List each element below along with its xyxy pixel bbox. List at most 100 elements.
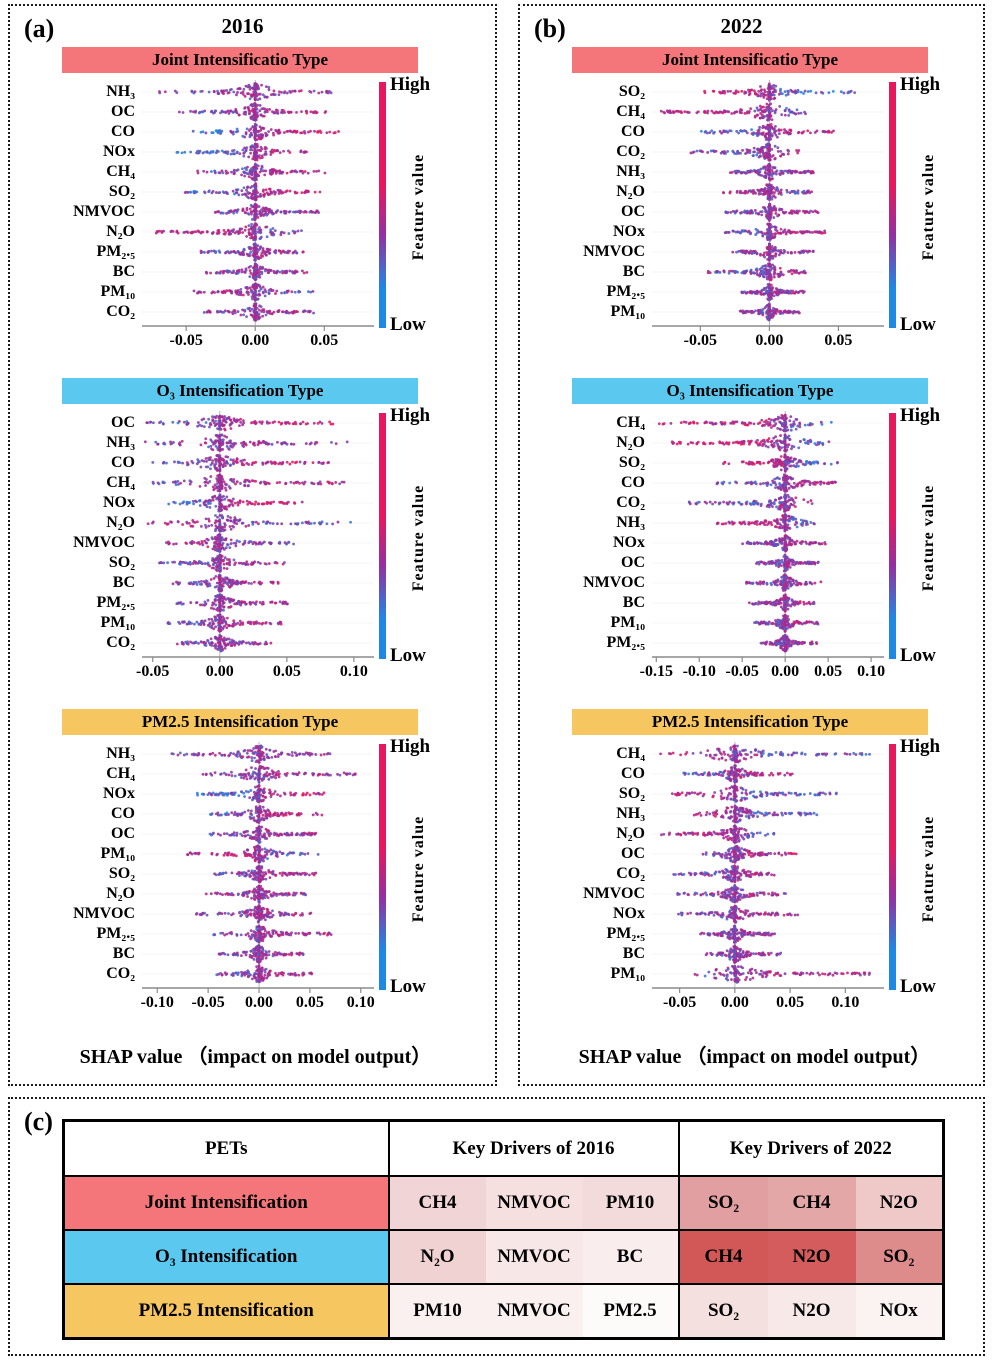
y-axis-label: PM₁₀ [100,845,135,862]
x-tick-label: 0.00 [241,332,270,349]
y-axis-label: NOx [103,494,135,511]
beeswarm-canvas [652,742,884,996]
x-tick-label: 0.00 [245,994,274,1011]
y-axis-label: NMVOC [73,534,135,551]
y-axis-label: OC [621,203,645,220]
colorbar-high-label: High [390,74,431,95]
colorbar-high-label: High [390,405,431,426]
key-driver-cell: BC [582,1229,679,1285]
y-axis-label: PM₂.₅ [96,594,135,611]
plots-column-2016: Joint Intensificatio Type NH₃ OC CO NOx CH₄ S… [10,47,495,1020]
colorbar-low-label: Low [900,314,936,335]
pet-label-cell: Joint Intensification [63,1175,389,1231]
table-column-header: PETs [63,1119,389,1177]
y-axis-label: NH₃ [106,83,135,100]
y-axis-labels: NH₃ OC CO NOx CH₄ SO₂ NMVOC N₂O PM₂.₅ BC PM₁₀ CO₂ [38,80,142,358]
y-axis-labels: OC NH₃ CO CH₄ NOx N₂O NMVOC SO₂ BC PM₂.₅ PM₁₀ CO₂ [38,411,142,689]
shap-beeswarm-plot: PM2.5 Intensification Type NH₃ CH₄ NOx CO OC… [10,709,495,1020]
y-axis-labels: CH₄ CO SO₂ NH₃ N₂O OC CO₂ NMVOC NOx PM₂.₅ BC PM₁₀ [548,742,652,1020]
colorbar-low-label: Low [390,645,426,666]
x-tick-label: -0.15 [639,663,673,680]
colorbar-gradient [379,413,386,659]
x-tick-label: -0.05 [169,332,203,349]
y-axis-label: PM₁₀ [100,614,135,631]
colorbar: High Low Feature value [884,405,976,666]
y-axis-label: SO₂ [618,454,645,471]
shap-beeswarm-plot: Joint Intensificatio Type NH₃ OC CO NOx CH₄ S… [10,47,495,358]
y-axis-label: SO₂ [618,785,645,802]
y-axis-label: BC [622,594,645,611]
key-driver-cell: SO₂ [677,1175,768,1231]
x-axis-ticks: -0.05 0.00 0.05 0.10 [136,663,374,683]
y-axis-label: CH₄ [106,163,135,180]
y-axis-label: NH₃ [106,434,135,451]
y-axis-label: BC [112,263,135,280]
scatter-area: -0.05 0.00 0.05 0.10 [136,411,374,680]
key-driver-cell: PM10 [582,1175,679,1231]
y-axis-label: NOx [613,223,645,240]
x-tick-label: 0.00 [205,663,234,680]
panel-title-2016: 2016 [221,14,264,38]
colorbar-gradient [379,82,386,328]
y-axis-labels: CH₄ N₂O SO₂ CO CO₂ NH₃ NOx OC NMVOC BC PM₁₀ PM₂.₅ [548,411,652,689]
key-driver-cell: NOx [855,1283,944,1340]
x-axis-ticks: -0.05 0.00 0.05 [142,332,374,352]
panel-2022: (b) 2022 Joint Intensificatio Type SO₂ CH… [518,4,985,1086]
key-driver-cell: N2O [767,1283,856,1340]
x-tick-label: 0.10 [857,663,886,680]
panel-letter-b: (b) [534,14,566,43]
scatter-area: -0.15 -0.10 -0.05 0.00 0.05 0.10 [640,411,885,680]
y-axis-label: OC [621,554,645,571]
key-driver-cell: PM10 [387,1283,486,1340]
colorbar-gradient [889,82,896,328]
plot-header: PM2.5 Intensification Type [572,709,928,735]
x-tick-label: -0.05 [136,663,170,680]
y-axis-label: NH₃ [616,514,645,531]
y-axis-label: CO₂ [106,965,135,982]
y-axis-label: CO₂ [106,303,135,320]
y-axis-labels: NH₃ CH₄ NOx CO OC PM₁₀ SO₂ N₂O NMVOC PM₂.₅ BC CO₂ [38,742,142,1020]
y-axis-label: SO₂ [108,183,135,200]
y-axis-label: CH₄ [616,414,645,431]
x-tick-label: -0.10 [140,994,174,1011]
colorbar-title: Feature value [410,815,427,923]
scatter-area: -0.05 0.00 0.05 [142,80,374,349]
y-axis-labels: SO₂ CH₄ CO CO₂ NH₃ N₂O OC NOx NMVOC BC PM₂.₅ PM₁₀ [548,80,652,358]
plot-header: Joint Intensificatio Type [572,47,928,73]
colorbar-low-label: Low [390,314,426,335]
x-tick-label: 0.00 [720,994,749,1011]
shap-beeswarm-plot: Joint Intensificatio Type SO₂ CH₄ CO CO₂ NH₃… [520,47,983,358]
colorbar-gradient [889,744,896,990]
y-axis-label: BC [622,263,645,280]
plot-header: O₃ Intensification Type [62,378,418,404]
colorbar-low-label: Low [900,976,936,997]
x-axis-ticks: -0.15 -0.10 -0.05 0.00 0.05 0.10 [640,663,886,683]
key-driver-cell: SO₂ [855,1229,944,1285]
plots-column-2022: Joint Intensificatio Type SO₂ CH₄ CO CO₂ NH₃… [520,47,983,1020]
colorbar-high-label: High [900,736,941,757]
y-axis-label: CO [621,474,645,491]
colorbar: High Low Feature value [884,74,976,335]
y-axis-label: CO [111,805,135,822]
colorbar-title: Feature value [920,153,937,261]
key-driver-cell: CH4 [767,1175,856,1231]
plot-header: Joint Intensificatio Type [62,47,418,73]
colorbar: High Low Feature value [884,736,976,997]
panel-2016: (a) 2016 Joint Intensificatio Type NH₃ OC… [8,4,497,1086]
y-axis-label: NMVOC [73,203,135,220]
x-tick-label: 0.05 [272,663,301,680]
colorbar-gradient [889,413,896,659]
colorbar-low-label: Low [900,645,936,666]
beeswarm-canvas [652,411,884,665]
y-axis-label: PM₁₀ [100,283,135,300]
y-axis-label: N₂O [106,514,135,531]
panel-title-2022: 2022 [720,14,763,38]
plot-header: PM2.5 Intensification Type [62,709,418,735]
y-axis-label: N₂O [616,825,645,842]
y-axis-label: PM₁₀ [610,965,645,982]
colorbar: High Low Feature value [374,736,466,997]
colorbar-high-label: High [900,74,941,95]
y-axis-label: CO₂ [616,143,645,160]
beeswarm-canvas [652,80,884,334]
scatter-area: -0.05 0.00 0.05 0.10 [652,742,884,1011]
